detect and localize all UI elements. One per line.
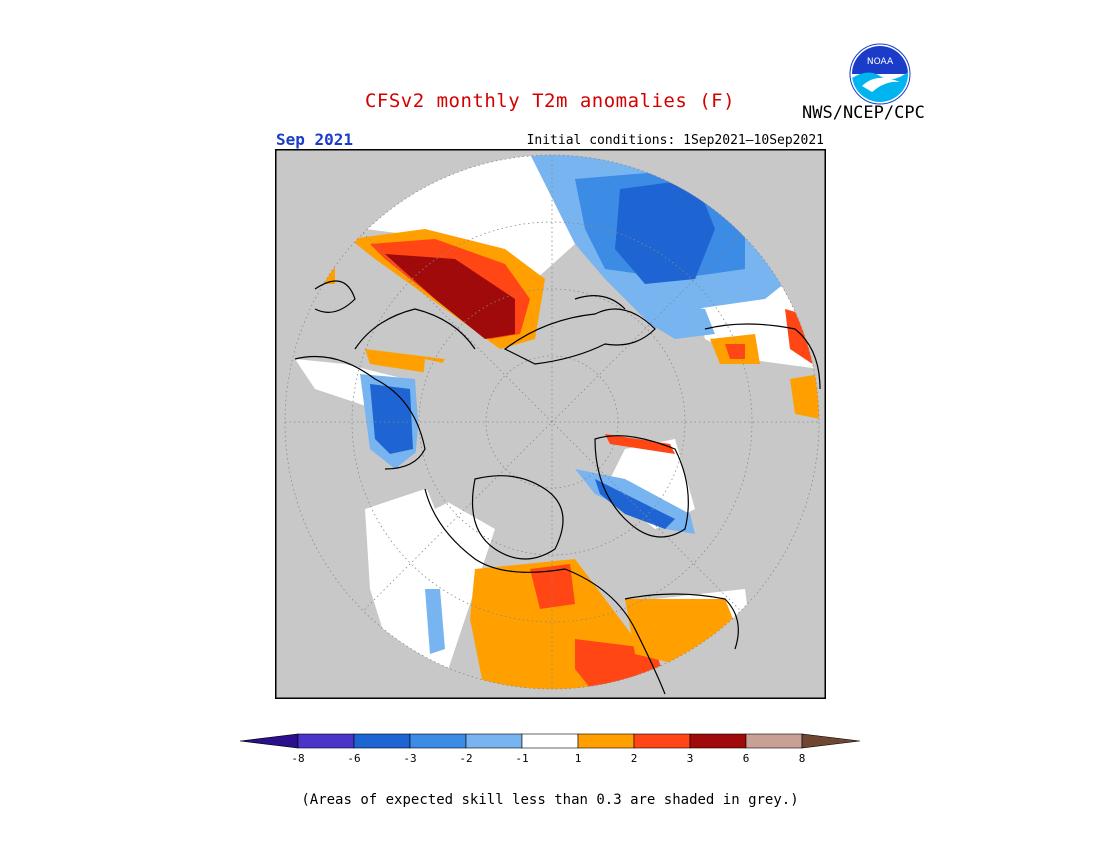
colorbar-box: [521, 733, 579, 749]
anomaly-patch-warm: [790, 374, 819, 419]
anomaly-patch-warm: [530, 564, 575, 609]
colorbar-tick-label: 3: [687, 752, 694, 765]
colorbar-tick-label: -2: [459, 752, 472, 765]
low-skill-area: [415, 359, 515, 509]
initial-conditions: Initial conditions: 1Sep2021—10Sep2021: [526, 133, 824, 148]
colorbar-box: [297, 733, 355, 749]
colorbar-tick-label: 2: [631, 752, 638, 765]
map-title: CFSv2 monthly T2m anomalies (F): [364, 90, 736, 112]
colorbar-box: [465, 733, 523, 749]
anomaly-patch-cold: [425, 589, 445, 654]
coastline: [574, 295, 626, 310]
colorbar-arrow-right: [801, 733, 861, 749]
anomaly-patch-cold: [595, 479, 675, 529]
colorbar-tick-label: -8: [291, 752, 304, 765]
colorbar-tick-label: -6: [347, 752, 360, 765]
colorbar-tick-label: 8: [799, 752, 806, 765]
logo-text: NOAA: [867, 57, 894, 67]
colorbar-box: [689, 733, 747, 749]
coastline: [314, 280, 356, 313]
anomaly-patch-warm: [385, 254, 515, 339]
colorbar-box: [745, 733, 803, 749]
coastline: [424, 488, 666, 695]
coastline: [503, 308, 656, 365]
coastline: [624, 593, 739, 650]
anomaly-patch-near-normal: [365, 489, 495, 679]
low-skill-area: [285, 409, 365, 509]
coastline: [472, 475, 564, 560]
map-border: [275, 149, 826, 699]
forecast-month: Sep 2021: [276, 130, 354, 149]
colorbar-tick-label: 6: [743, 752, 750, 765]
colorbar-legend: -8 -6 -3 -2 -1 1 2 3 6 8: [239, 733, 861, 765]
skill-footnote: (Areas of expected skill less than 0.3 a…: [301, 792, 799, 808]
anomaly-patch-warm: [605, 434, 675, 454]
noaa-logo-icon: NOAA: [849, 43, 911, 105]
anomaly-patch-cold: [370, 384, 413, 454]
colorbar-box: [409, 733, 467, 749]
coastlines: [294, 280, 821, 695]
colorbar-box: [633, 733, 691, 749]
agency-label: NWS/NCEP/CPC: [802, 103, 925, 123]
colorbar-tick-label: 1: [575, 752, 582, 765]
colorbar-tick-label: -1: [515, 752, 528, 765]
coastline: [594, 435, 689, 538]
colorbar-box: [577, 733, 635, 749]
anomaly-patch-cold: [645, 299, 715, 339]
colorbar-tick-label: -3: [403, 752, 416, 765]
coastline: [354, 308, 476, 350]
graticule-circle: [351, 221, 753, 623]
colorbar-box: [353, 733, 411, 749]
graticule-circle: [418, 288, 686, 556]
coastline: [294, 356, 426, 470]
colorbar-arrow-left: [239, 733, 299, 749]
anomaly-patch-cold: [615, 179, 715, 284]
polar-map: [275, 149, 826, 699]
anomaly-field: [285, 155, 819, 689]
low-skill-area: [465, 329, 695, 439]
anomaly-patch-warm: [725, 344, 745, 359]
coastline: [704, 323, 821, 390]
graticule: [284, 154, 820, 690]
